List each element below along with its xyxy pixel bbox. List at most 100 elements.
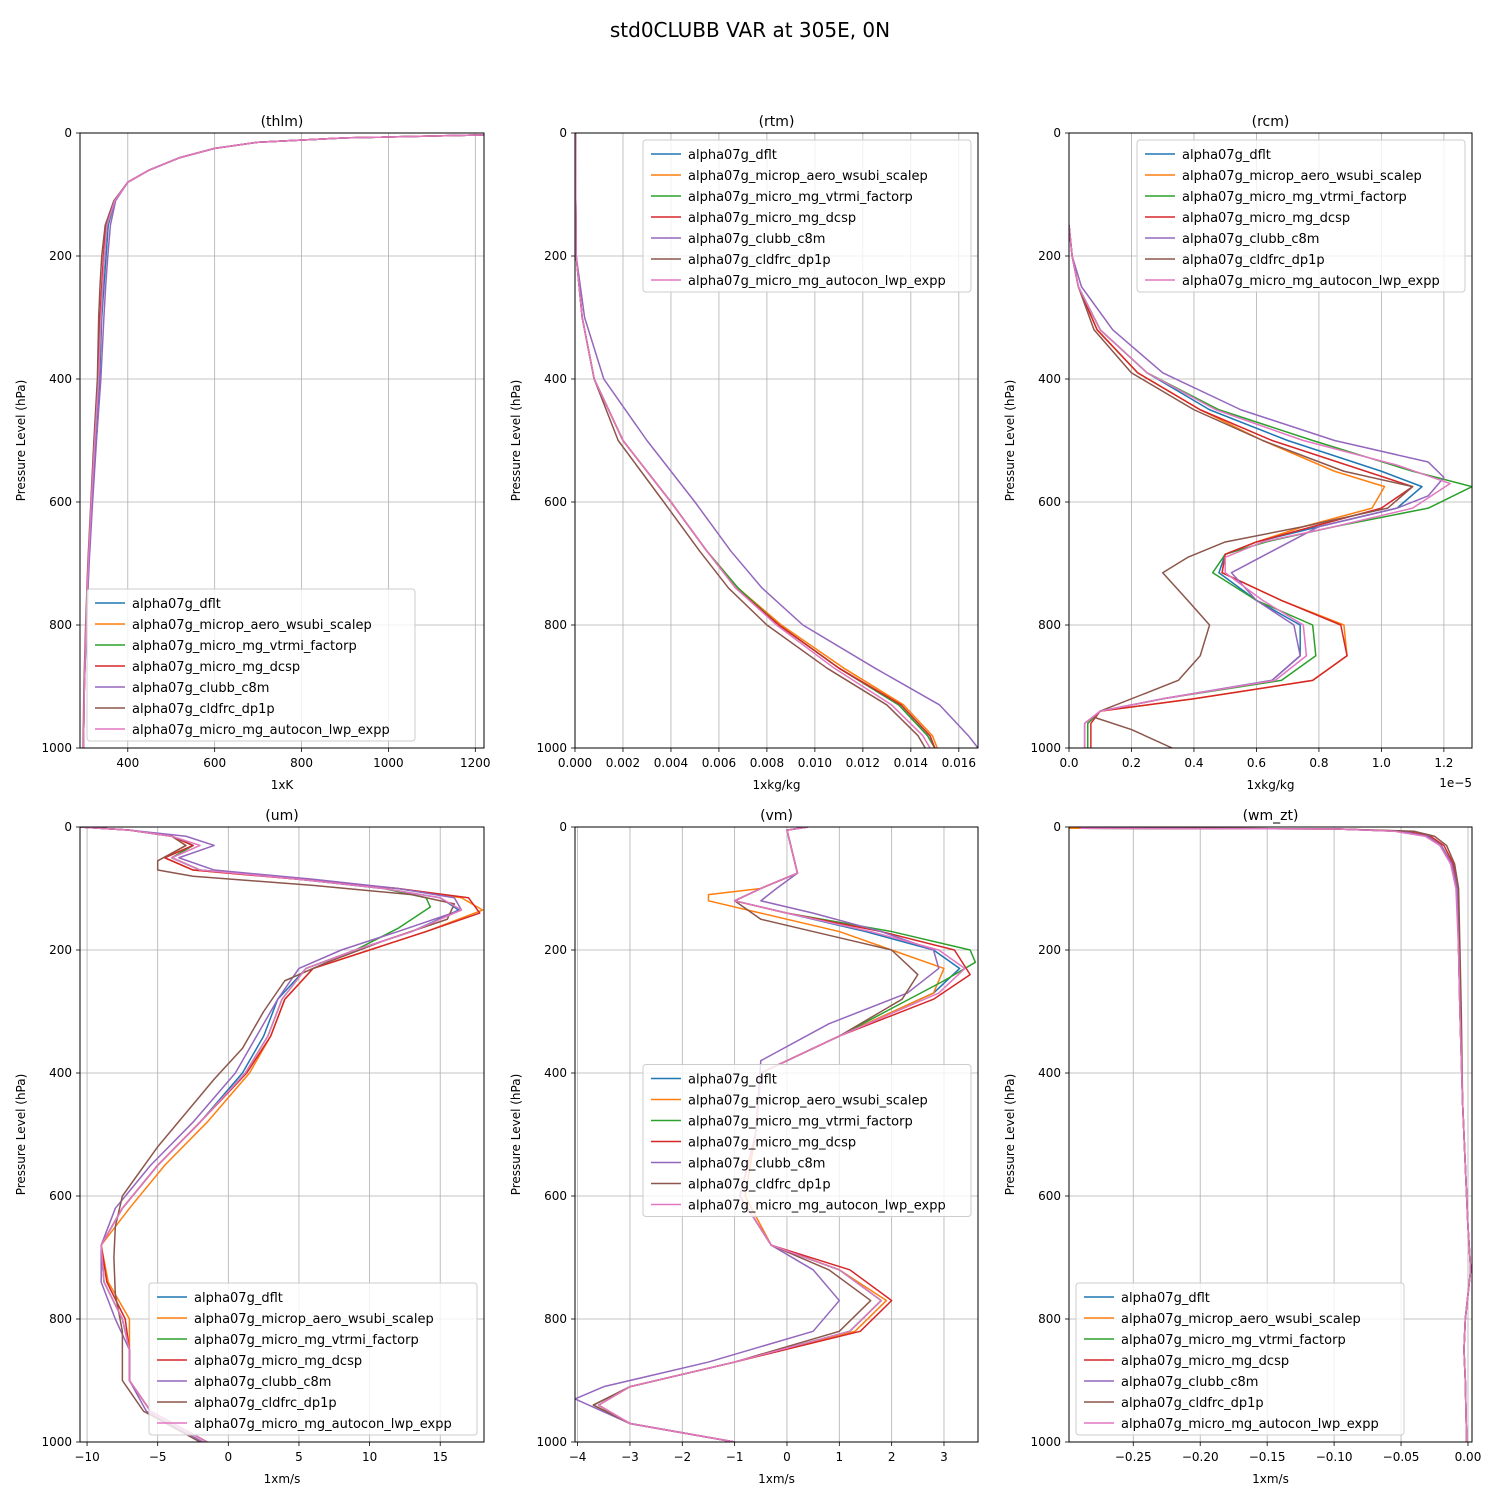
legend-item[interactable]: alpha07g_dflt: [1084, 1291, 1210, 1306]
x-tick-label: 1: [835, 1450, 843, 1464]
legend-item[interactable]: alpha07g_dflt: [1145, 148, 1271, 163]
legend-label: alpha07g_dflt: [688, 1073, 777, 1088]
x-tick-label: 1000: [373, 756, 404, 770]
legend-item[interactable]: alpha07g_micro_mg_vtrmi_factorp: [651, 190, 913, 205]
x-tick-label: −5: [149, 1450, 167, 1464]
legend[interactable]: alpha07g_dflt alpha07g_microp_aero_wsubi_…: [642, 1064, 972, 1217]
legend-item[interactable]: alpha07g_clubb_c8m: [1145, 232, 1319, 247]
legend-item[interactable]: alpha07g_cldfrc_dp1p: [157, 1396, 337, 1411]
legend-label: alpha07g_cldfrc_dp1p: [1182, 253, 1325, 268]
x-axis-label: 1xkg/kg: [753, 778, 801, 792]
legend-label: alpha07g_cldfrc_dp1p: [194, 1396, 337, 1411]
legend-item[interactable]: alpha07g_microp_aero_wsubi_scalep: [1084, 1312, 1361, 1327]
subplot-thlm: 400 600 800 1000 1200 0 200 400 600 800 1000 (thlm)…: [14, 114, 491, 792]
legend-label: alpha07g_micro_mg_vtrmi_factorp: [688, 190, 913, 205]
legend-frame: [642, 139, 972, 293]
legend-item[interactable]: alpha07g_micro_mg_vtrmi_factorp: [651, 1115, 913, 1130]
legend-label: alpha07g_clubb_c8m: [194, 1375, 331, 1390]
x-tick-label: −3: [621, 1450, 639, 1464]
legend-item[interactable]: alpha07g_microp_aero_wsubi_scalep: [157, 1312, 434, 1327]
legend-item[interactable]: alpha07g_micro_mg_dcsp: [95, 660, 300, 675]
legend-label: alpha07g_dflt: [132, 597, 221, 612]
series-lines: [1069, 827, 1472, 1442]
legend-item[interactable]: alpha07g_cldfrc_dp1p: [651, 253, 831, 268]
legend-item[interactable]: alpha07g_micro_mg_dcsp: [157, 1354, 362, 1369]
y-tick-label: 800: [544, 618, 567, 632]
x-tick-label: −0.20: [1182, 1450, 1219, 1464]
legend-item[interactable]: alpha07g_clubb_c8m: [651, 1157, 825, 1172]
x-tick-label: 0.002: [606, 756, 640, 770]
legend-item[interactable]: alpha07g_micro_mg_dcsp: [651, 1136, 856, 1151]
legend-label: alpha07g_micro_mg_dcsp: [1182, 211, 1350, 226]
legend-item[interactable]: alpha07g_microp_aero_wsubi_scalep: [651, 1094, 928, 1109]
legend-label: alpha07g_microp_aero_wsubi_scalep: [688, 169, 928, 184]
legend-item[interactable]: alpha07g_micro_mg_vtrmi_factorp: [1145, 190, 1407, 205]
legend-item[interactable]: alpha07g_clubb_c8m: [1084, 1375, 1258, 1390]
legend-item[interactable]: alpha07g_dflt: [651, 1073, 777, 1088]
y-tick-label: 600: [49, 1189, 72, 1203]
x-tick-label: 600: [203, 756, 226, 770]
legend[interactable]: alpha07g_dflt alpha07g_microp_aero_wsubi_…: [1136, 139, 1466, 293]
y-tick-label: 400: [1038, 372, 1061, 386]
y-tick-label: 800: [1038, 618, 1061, 632]
legend-frame: [1136, 139, 1466, 293]
legend-item[interactable]: alpha07g_cldfrc_dp1p: [1084, 1396, 1264, 1411]
y-tick-label: 0: [559, 820, 567, 834]
legend-item[interactable]: alpha07g_micro_mg_vtrmi_factorp: [157, 1333, 419, 1348]
y-tick-label: 600: [49, 495, 72, 509]
legend-label: alpha07g_micro_mg_autocon_lwp_expp: [688, 1199, 946, 1214]
subplot-title: (um): [265, 808, 298, 824]
legend-item[interactable]: alpha07g_micro_mg_autocon_lwp_expp: [651, 1199, 946, 1214]
x-tick-label: 0.016: [942, 756, 976, 770]
legend-item[interactable]: alpha07g_micro_mg_dcsp: [1084, 1354, 1289, 1369]
x-tick-label: 15: [433, 1450, 448, 1464]
legend-item[interactable]: alpha07g_clubb_c8m: [651, 232, 825, 247]
legend-label: alpha07g_microp_aero_wsubi_scalep: [688, 1094, 928, 1109]
y-axis-label: Pressure Level (hPa): [509, 380, 523, 502]
legend-item[interactable]: alpha07g_clubb_c8m: [157, 1375, 331, 1390]
legend-item[interactable]: alpha07g_micro_mg_autocon_lwp_expp: [157, 1417, 452, 1432]
legend-item[interactable]: alpha07g_micro_mg_vtrmi_factorp: [1084, 1333, 1346, 1348]
legend-label: alpha07g_micro_mg_vtrmi_factorp: [688, 1115, 913, 1130]
legend-item[interactable]: alpha07g_micro_mg_autocon_lwp_expp: [1145, 274, 1440, 289]
legend-item[interactable]: alpha07g_micro_mg_autocon_lwp_expp: [651, 274, 946, 289]
legend-label: alpha07g_clubb_c8m: [1182, 232, 1319, 247]
legend-label: alpha07g_micro_mg_vtrmi_factorp: [1182, 190, 1407, 205]
legend-label: alpha07g_micro_mg_vtrmi_factorp: [194, 1333, 419, 1348]
legend-label: alpha07g_microp_aero_wsubi_scalep: [194, 1312, 434, 1327]
legend-item[interactable]: alpha07g_microp_aero_wsubi_scalep: [1145, 169, 1422, 184]
legend[interactable]: alpha07g_dflt alpha07g_microp_aero_wsubi_…: [642, 139, 972, 293]
x-tick-label: 10: [362, 1450, 377, 1464]
legend-item[interactable]: alpha07g_micro_mg_autocon_lwp_expp: [95, 723, 390, 738]
legend-label: alpha07g_micro_mg_dcsp: [132, 660, 300, 675]
axes-frame: [79, 826, 485, 1443]
legend-item[interactable]: alpha07g_cldfrc_dp1p: [651, 1178, 831, 1193]
legend[interactable]: alpha07g_dflt alpha07g_microp_aero_wsubi_…: [86, 588, 416, 742]
legend-item[interactable]: alpha07g_dflt: [95, 597, 221, 612]
legend-item[interactable]: alpha07g_dflt: [157, 1291, 283, 1306]
legend-item[interactable]: alpha07g_micro_mg_vtrmi_factorp: [95, 639, 357, 654]
y-tick-label: 600: [544, 1189, 567, 1203]
legend-item[interactable]: alpha07g_microp_aero_wsubi_scalep: [95, 618, 372, 633]
x-tick-label: 0.4: [1184, 756, 1203, 770]
y-axis-label: Pressure Level (hPa): [509, 1074, 523, 1196]
legend[interactable]: alpha07g_dflt alpha07g_microp_aero_wsubi_…: [1075, 1282, 1405, 1436]
legend-item[interactable]: alpha07g_clubb_c8m: [95, 681, 269, 696]
legend-item[interactable]: alpha07g_dflt: [651, 148, 777, 163]
legend-item[interactable]: alpha07g_micro_mg_autocon_lwp_expp: [1084, 1417, 1379, 1432]
legend-item[interactable]: alpha07g_microp_aero_wsubi_scalep: [651, 169, 928, 184]
x-offset-text: 1e−5: [1439, 776, 1472, 790]
legend-item[interactable]: alpha07g_micro_mg_dcsp: [651, 211, 856, 226]
legend-item[interactable]: alpha07g_micro_mg_dcsp: [1145, 211, 1350, 226]
series-lines: [80, 827, 484, 1442]
legend[interactable]: alpha07g_dflt alpha07g_microp_aero_wsubi_…: [148, 1282, 478, 1436]
series-line-alpha07g_micro_mg_autocon_lwp_expp: [1079, 827, 1472, 1442]
series-lines: [575, 133, 978, 748]
legend-item[interactable]: alpha07g_cldfrc_dp1p: [95, 702, 275, 717]
x-axis-label: 1xm/s: [1252, 1472, 1289, 1486]
x-axis-label: 1xK: [271, 778, 295, 792]
y-tick-label: 200: [544, 943, 567, 957]
legend-item[interactable]: alpha07g_cldfrc_dp1p: [1145, 253, 1325, 268]
legend-label: alpha07g_micro_mg_vtrmi_factorp: [1121, 1333, 1346, 1348]
legend-label: alpha07g_cldfrc_dp1p: [1121, 1396, 1264, 1411]
